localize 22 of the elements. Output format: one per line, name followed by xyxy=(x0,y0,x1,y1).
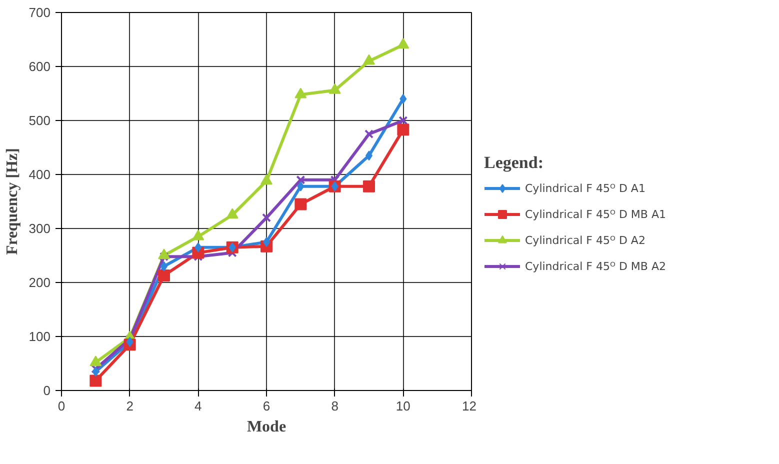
y-tick-label: 200 xyxy=(28,275,51,290)
y-tick-label: 300 xyxy=(28,221,51,236)
legend-label: Cylindrical F 45ᴼ D A2 xyxy=(525,234,646,246)
x-tick-label: 6 xyxy=(262,398,270,414)
legend-title: Legend: xyxy=(484,153,544,173)
y-tick-label: 0 xyxy=(43,383,51,398)
legend-label: Cylindrical F 45ᴼ D A1 xyxy=(525,182,646,194)
y-tick-label: 400 xyxy=(28,167,51,182)
x-axis-title: Mode xyxy=(246,418,286,436)
x-tick-label: 2 xyxy=(126,398,134,414)
x-tick-label: 4 xyxy=(194,398,202,414)
x-tick-label: 8 xyxy=(331,398,338,414)
legend-label: Cylindrical F 45ᴼ D MB A2 xyxy=(525,260,666,272)
y-tick-label: 100 xyxy=(28,329,51,344)
x-tick-label: 10 xyxy=(396,398,410,414)
x-tick-label: 12 xyxy=(462,398,477,414)
y-axis-title: Frequency [Hz] xyxy=(4,148,21,255)
x-tick-label: 0 xyxy=(58,398,66,414)
y-tick-label: 500 xyxy=(28,113,51,128)
legend-label: Cylindrical F 45ᴼ D MB A1 xyxy=(525,208,666,220)
y-tick-label: 700 xyxy=(28,5,51,20)
y-tick-label: 600 xyxy=(28,59,51,74)
